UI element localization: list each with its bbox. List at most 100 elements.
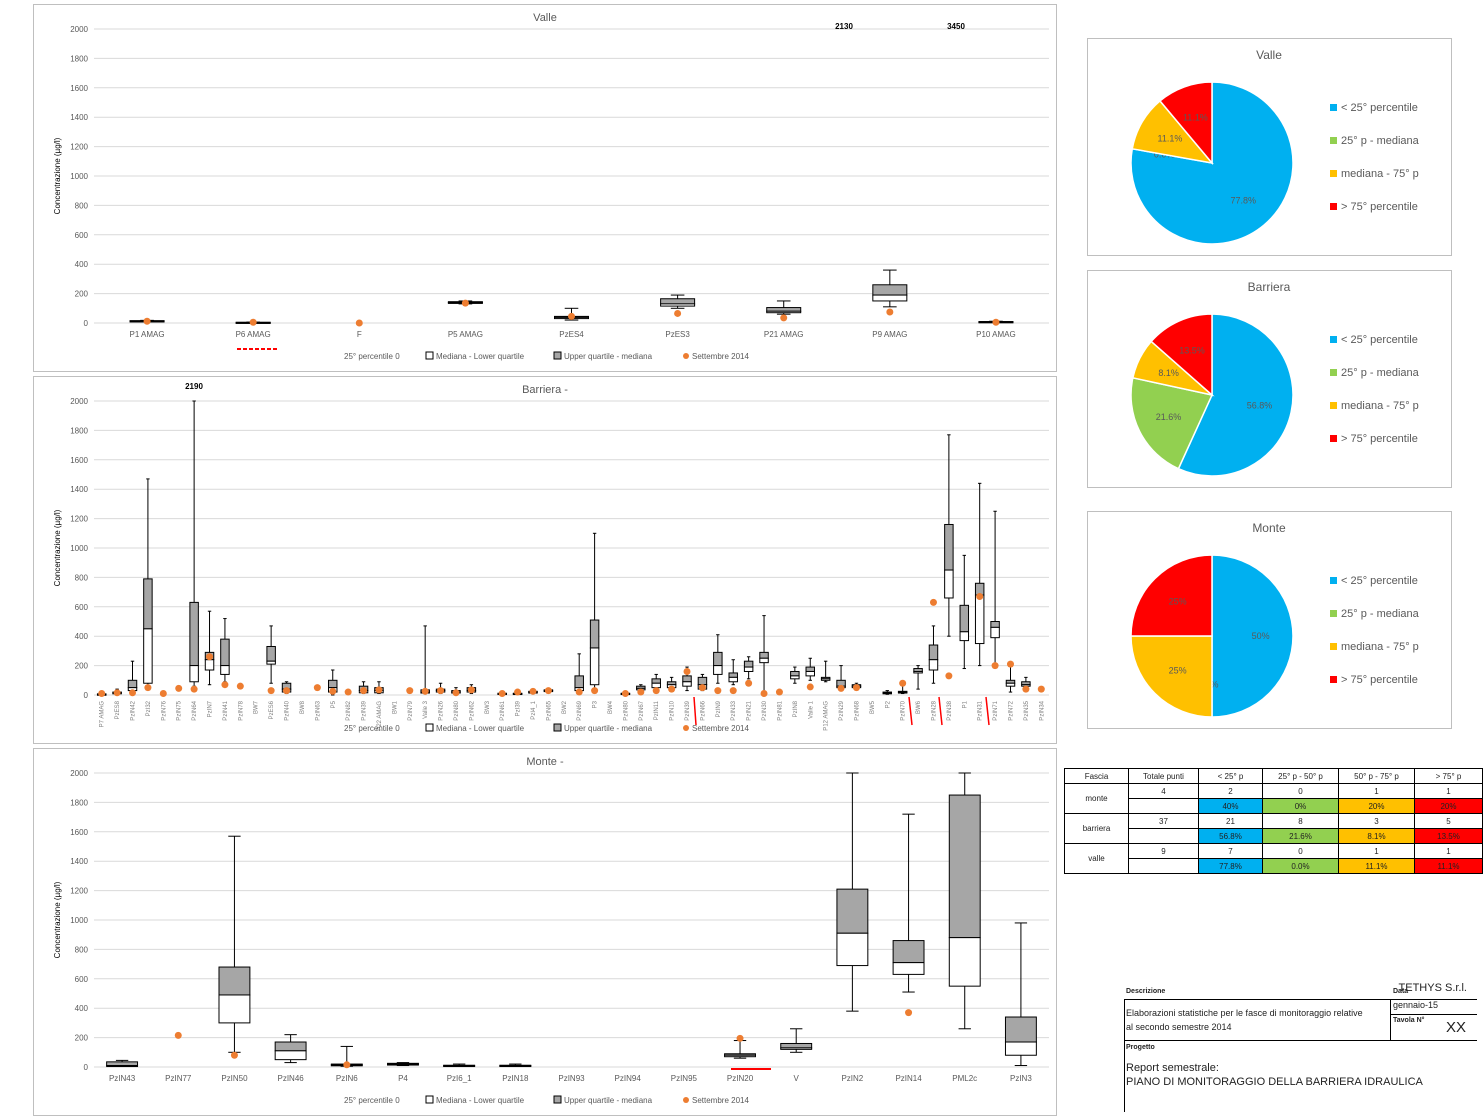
box-lower: [836, 932, 869, 967]
pie-legend-swatch: [1330, 170, 1337, 177]
legend-lower-swatch: [425, 723, 434, 732]
box-upper: [143, 578, 153, 630]
box-lower: [882, 692, 893, 695]
box-upper: [766, 307, 802, 312]
pie-legend-swatch: [1330, 610, 1337, 617]
sept-2014-point: [852, 684, 860, 692]
sept-2014-point: [575, 688, 583, 696]
sept-2014-point: [591, 687, 599, 695]
sept-2014-point: [929, 598, 937, 606]
y-tick-label: 200: [75, 1034, 89, 1043]
x-tick-label: P5: [331, 700, 337, 708]
x-tick-label: P22 AMAG: [377, 701, 383, 731]
sept-2014-point: [437, 687, 445, 695]
pie-value-label: 50%: [1252, 631, 1270, 641]
row-count: 0: [1262, 843, 1339, 859]
pie-legend-label: < 25° percentile: [1341, 575, 1418, 587]
pie-legend-label: > 75° percentile: [1341, 433, 1418, 445]
x-tick-label: Valle 1: [808, 700, 814, 719]
sept-2014-point: [992, 318, 1000, 326]
legend-lower: Mediana - Lower quartile: [436, 724, 525, 733]
box-upper: [1004, 1016, 1037, 1043]
box-upper: [589, 619, 600, 649]
sept-2014-point: [190, 685, 198, 693]
row-blank: [1128, 828, 1199, 844]
sept-2014-point: [344, 688, 352, 696]
row-count: 8: [1262, 813, 1339, 829]
legend-lower: Mediana - Lower quartile: [436, 352, 525, 361]
x-tick-label: PzIN33: [731, 700, 737, 720]
legend-lower: Mediana - Lower quartile: [436, 1096, 525, 1105]
legend-upper: Upper quartile - mediana: [564, 1096, 653, 1105]
table-row: barriera 37 21 8 3 5: [1064, 813, 1483, 844]
sept-2014-point: [760, 690, 768, 698]
sept-2014-point: [899, 679, 907, 687]
pie-value-label: 21.6%: [1156, 412, 1182, 422]
red-marker: [938, 696, 943, 726]
x-tick-label: PzIN66: [700, 700, 706, 720]
pie-legend-label: < 25° percentile: [1341, 102, 1418, 114]
pie-legend-swatch: [1330, 643, 1337, 650]
row-count: 21: [1198, 813, 1263, 829]
y-tick-label: 600: [75, 975, 89, 984]
box-upper: [682, 675, 692, 683]
red-marker: [985, 696, 990, 726]
y-tick-label: 1600: [70, 456, 88, 465]
box-upper: [651, 678, 661, 684]
y-tick-label: 1400: [70, 857, 88, 866]
header-25-50: 25° p - 50° p: [1262, 768, 1339, 784]
row-total: 4: [1128, 783, 1199, 799]
table-row: 40% 0% 20% 20%: [1065, 798, 1483, 814]
box-upper: [892, 940, 925, 964]
y-tick-label: 0: [84, 1063, 89, 1072]
x-tick-label: PzIN68: [854, 700, 860, 720]
data-value: gennaio-15: [1393, 1000, 1439, 1010]
sept-2014-point: [945, 672, 953, 680]
box-lower: [766, 310, 802, 314]
chart-title: Valle: [533, 12, 557, 24]
descrizione-text-1: Elaborazioni statistiche per le fasce di…: [1126, 1008, 1363, 1018]
x-tick-label: PzI4_1: [531, 700, 537, 719]
box-lower: [204, 659, 215, 671]
row-name: monte: [1064, 783, 1129, 814]
x-tick-label: PzIN76: [161, 700, 167, 720]
y-tick-label: 400: [75, 260, 89, 269]
box-lower: [728, 676, 738, 683]
x-tick-label: PzIN7: [208, 700, 214, 717]
pie-slice: [1211, 554, 1294, 718]
box-upper: [805, 666, 815, 672]
box-lower: [713, 665, 723, 675]
sept-2014-point: [230, 1051, 238, 1059]
pie-legend-swatch: [1330, 104, 1337, 111]
sept-2014-point: [698, 684, 706, 692]
box-upper: [990, 621, 1000, 628]
legend-upper-swatch: [553, 723, 562, 732]
row-count: 1: [1338, 783, 1415, 799]
sept-2014-point: [683, 667, 691, 675]
row-name: barriera: [1064, 813, 1129, 844]
table-row: valle 9 7 0 1 1: [1064, 843, 1483, 874]
y-tick-label: 2000: [70, 25, 88, 34]
y-tick-label: 1800: [70, 54, 88, 63]
row-perc: 0%: [1262, 798, 1339, 814]
x-tick-label: PzIN94: [615, 1074, 642, 1083]
box-upper: [743, 660, 754, 668]
x-tick-label: Valle 3: [423, 700, 429, 719]
x-tick-label: PzIN71: [993, 700, 999, 720]
descrizione-label: Descrizione: [1126, 988, 1166, 995]
sept-2014-point: [144, 684, 152, 692]
x-tick-label: PzIN38: [947, 700, 953, 720]
data-label: Data: [1393, 988, 1409, 995]
box-lower: [892, 962, 925, 975]
x-tick-label: V: [794, 1074, 800, 1083]
x-tick-label: PzIN67: [639, 700, 645, 720]
box-lower: [974, 594, 985, 645]
table-row: 77.8% 0.0% 11.1% 11.1%: [1065, 858, 1483, 874]
sept-2014-point: [745, 679, 753, 687]
pie-value-label: 11.1%: [1158, 134, 1183, 144]
header-totale: Totale punti: [1128, 768, 1199, 784]
pie-legend-swatch: [1330, 676, 1337, 683]
y-tick-label: 0: [84, 691, 89, 700]
x-tick-label: PzIN29: [839, 700, 845, 720]
